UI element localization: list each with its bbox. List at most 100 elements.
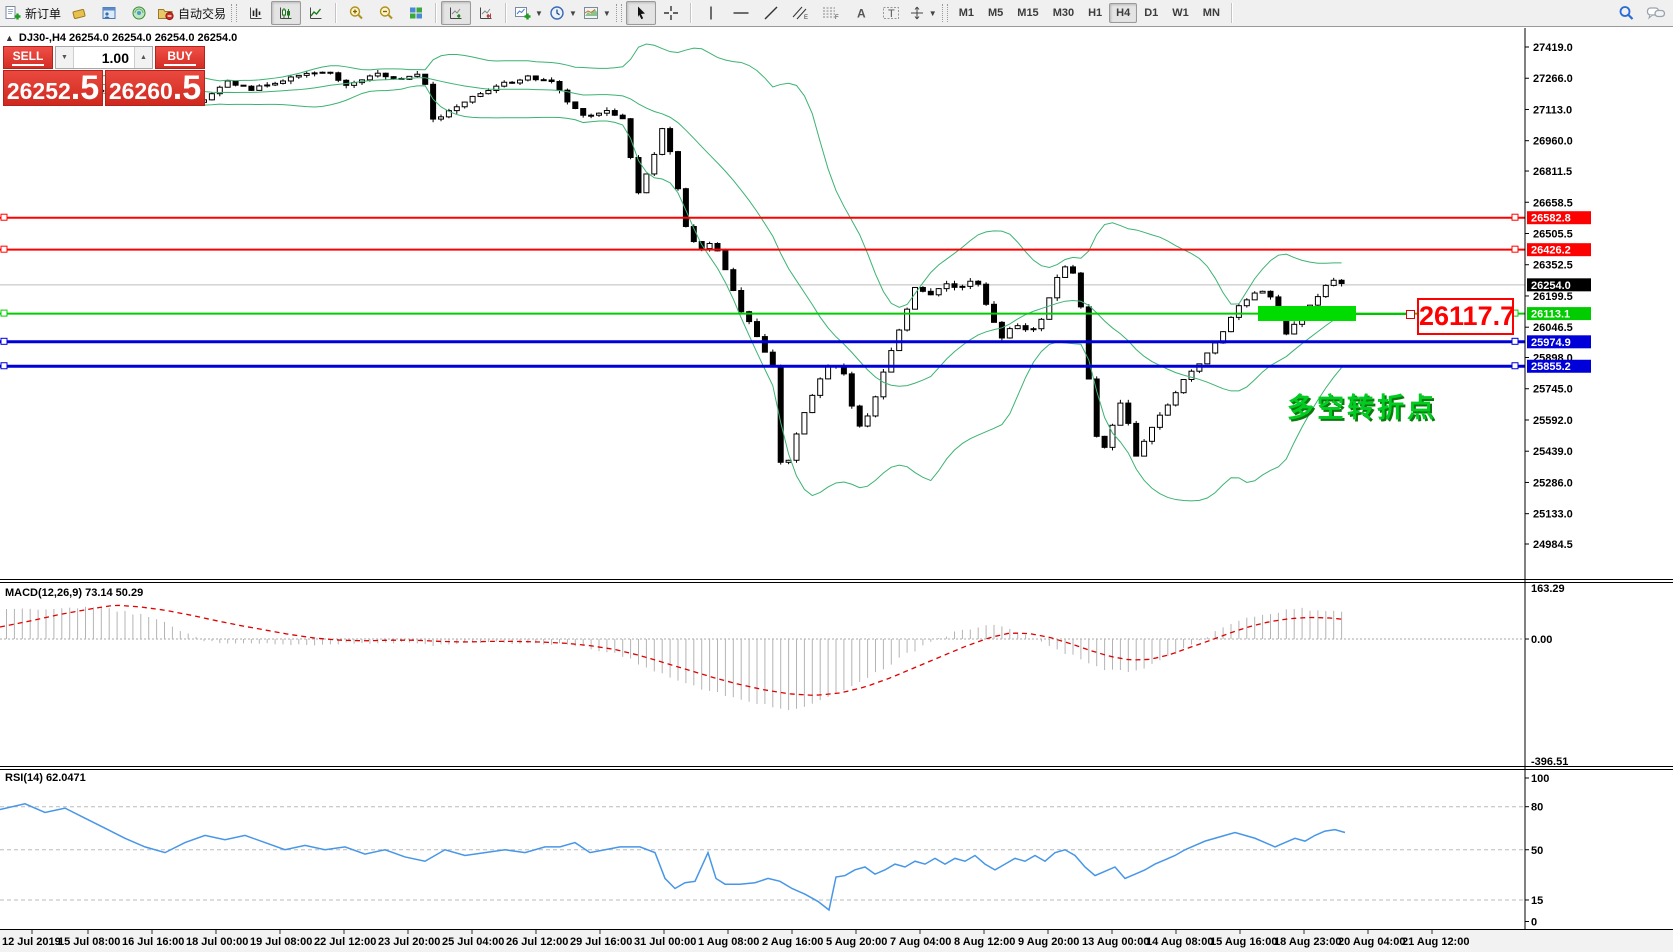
crosshair-button[interactable] [656, 1, 686, 25]
pane-separator[interactable] [0, 582, 1673, 583]
line-anchor [0, 213, 8, 221]
autotrading-button[interactable]: 自动交易 [154, 1, 229, 25]
fibonacci-button[interactable]: F [816, 1, 846, 25]
text-label-button[interactable]: T [876, 1, 906, 25]
cursor-icon [637, 6, 645, 20]
chart-area[interactable]: 27419.0 27266.0 27113.0 26960.0 26811.5 26658… [0, 28, 1673, 952]
candle [919, 286, 926, 292]
bb-middle [6, 77, 1342, 392]
search-button[interactable] [1611, 1, 1641, 25]
crosshair-icon [663, 6, 678, 20]
vertical-line-icon [710, 6, 712, 20]
zoom-in-icon [349, 6, 363, 20]
axis-label: 25439.0 [1533, 446, 1573, 458]
buy-price-main: 26260 [108, 78, 173, 104]
candle [1212, 342, 1219, 354]
sell-button[interactable]: SELL [3, 46, 53, 69]
candle [335, 72, 342, 81]
volume-value[interactable]: 1.00 [101, 50, 129, 66]
candle [1070, 266, 1076, 274]
candle [1267, 290, 1274, 298]
trendline-button[interactable] [756, 1, 786, 25]
new-order-button[interactable]: 新订单 [2, 1, 64, 25]
time-axis-label: 8 Aug 12:00 [954, 936, 1015, 948]
sell-price-frac: .5 [70, 69, 100, 108]
pane-separator[interactable] [0, 579, 1673, 580]
tf-m5-button[interactable]: M5 [988, 7, 1004, 19]
chart-candles-button[interactable] [271, 1, 302, 25]
buy-button[interactable]: BUY [155, 46, 205, 69]
tf-mn-button[interactable]: MN [1202, 7, 1220, 19]
volume-spinner: ▼ 1.00 ▲ [55, 46, 153, 69]
collapse-icon[interactable]: ▲ [5, 33, 14, 43]
sell-price[interactable]: 26252 .5 [3, 70, 103, 106]
tf-d1-button[interactable]: D1 [1144, 7, 1159, 19]
candle [208, 93, 215, 101]
trendline-icon [764, 6, 778, 20]
indicators-button[interactable]: ▼ [511, 1, 546, 25]
tile-windows-icon [410, 7, 423, 19]
candle [1243, 299, 1250, 307]
candle [445, 110, 452, 118]
pane-separator[interactable] [0, 769, 1673, 770]
chinese-annotation[interactable]: 多空转折点 [1287, 393, 1437, 423]
pane-separator[interactable] [0, 929, 1673, 930]
data-window-icon [132, 6, 146, 20]
pane-separator[interactable] [0, 766, 1673, 767]
tf-h4-button[interactable]: H4 [1109, 3, 1138, 23]
equidistant-channel-icon: E [792, 6, 808, 21]
templates-button[interactable]: ▼ [580, 1, 614, 25]
price-callout-label[interactable]: 26117.7 [1417, 298, 1515, 335]
buy-price[interactable]: 26260 .5 [105, 70, 205, 106]
vertical-line-button[interactable] [696, 1, 726, 25]
chart-bars-button[interactable] [241, 1, 271, 25]
green-highlight-bar[interactable] [1258, 306, 1356, 321]
chat-button[interactable] [1641, 1, 1671, 25]
volume-increase-button[interactable]: ▲ [134, 47, 152, 68]
time-axis-label: 21 Aug 12:00 [1402, 936, 1469, 948]
axis-label: 25974.9 [1531, 337, 1571, 349]
candle [430, 83, 437, 120]
axis-label: 27266.0 [1533, 73, 1573, 85]
tf-m1-button[interactable]: M1 [958, 7, 974, 19]
axis-label: 100 [1531, 773, 1549, 785]
chart-shift-button[interactable] [471, 1, 501, 25]
data-window-button[interactable] [124, 1, 154, 25]
tf-w1-button[interactable]: W1 [1172, 7, 1189, 19]
arrows-button[interactable]: ▼ [906, 1, 940, 25]
candle [927, 290, 934, 296]
equidistant-channel-button[interactable]: E [786, 1, 816, 25]
toolbar-separator [1230, 3, 1233, 23]
price-tag [1527, 243, 1591, 257]
tf-h1-button[interactable]: H1 [1088, 7, 1103, 19]
time-axis-label: 7 Aug 04:00 [890, 936, 951, 948]
horizontal-line-button[interactable] [726, 1, 756, 25]
chart-line-button[interactable] [301, 1, 331, 25]
candle [540, 79, 547, 82]
volume-decrease-button[interactable]: ▼ [56, 47, 74, 68]
periods-button[interactable]: ▼ [546, 1, 580, 25]
cursor-button[interactable] [625, 1, 656, 25]
candle [509, 81, 516, 84]
candle [438, 116, 444, 120]
text-button[interactable]: A [846, 1, 876, 25]
tf-m15-button[interactable]: M15 [1017, 7, 1039, 19]
auto-scroll-button[interactable] [441, 1, 472, 25]
time-axis-label: 18 Aug 23:00 [1274, 936, 1341, 948]
profiles-button[interactable] [64, 1, 94, 25]
axis-label: 26199.5 [1533, 291, 1573, 303]
line-anchor [0, 245, 8, 253]
time-axis-label: 1 Aug 08:00 [698, 936, 759, 948]
tile-windows-button[interactable] [401, 1, 431, 25]
zoom-in-button[interactable] [341, 1, 371, 25]
line-anchor [1511, 245, 1519, 253]
zoom-out-button[interactable] [371, 1, 401, 25]
candle [524, 75, 531, 81]
candle [1125, 402, 1132, 424]
chart-title: ▲ DJ30-,H4 26254.0 26254.0 26254.0 26254… [5, 32, 237, 44]
tf-m30-button[interactable]: M30 [1052, 7, 1075, 19]
market-watch-button[interactable] [94, 1, 124, 25]
line-anchor [0, 337, 8, 345]
chart-canvas[interactable]: 27419.0 27266.0 27113.0 26960.0 26811.5 26658… [0, 28, 1673, 952]
candle [880, 371, 887, 398]
